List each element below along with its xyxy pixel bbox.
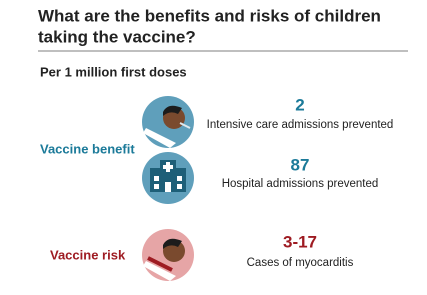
figure-description: Intensive care admissions prevented — [207, 119, 394, 131]
figure: 2 — [295, 95, 304, 114]
figure-description: Cases of myocarditis — [247, 257, 354, 269]
figure: 87 — [291, 155, 310, 174]
group-label: Vaccine benefit — [40, 141, 135, 156]
subtitle: Per 1 million first doses — [40, 64, 187, 79]
title-line: taking the vaccine? — [38, 27, 196, 46]
icu-icon — [142, 96, 194, 148]
hospital-icon — [142, 152, 194, 204]
figure: 3-17 — [283, 232, 317, 251]
group-label: Vaccine risk — [50, 247, 126, 262]
title-line: What are the benefits and risks of child… — [38, 6, 381, 25]
figure-description: Hospital admissions prevented — [222, 178, 379, 190]
patient-icon — [142, 229, 194, 281]
infographic: What are the benefits and risks of child… — [0, 0, 427, 295]
